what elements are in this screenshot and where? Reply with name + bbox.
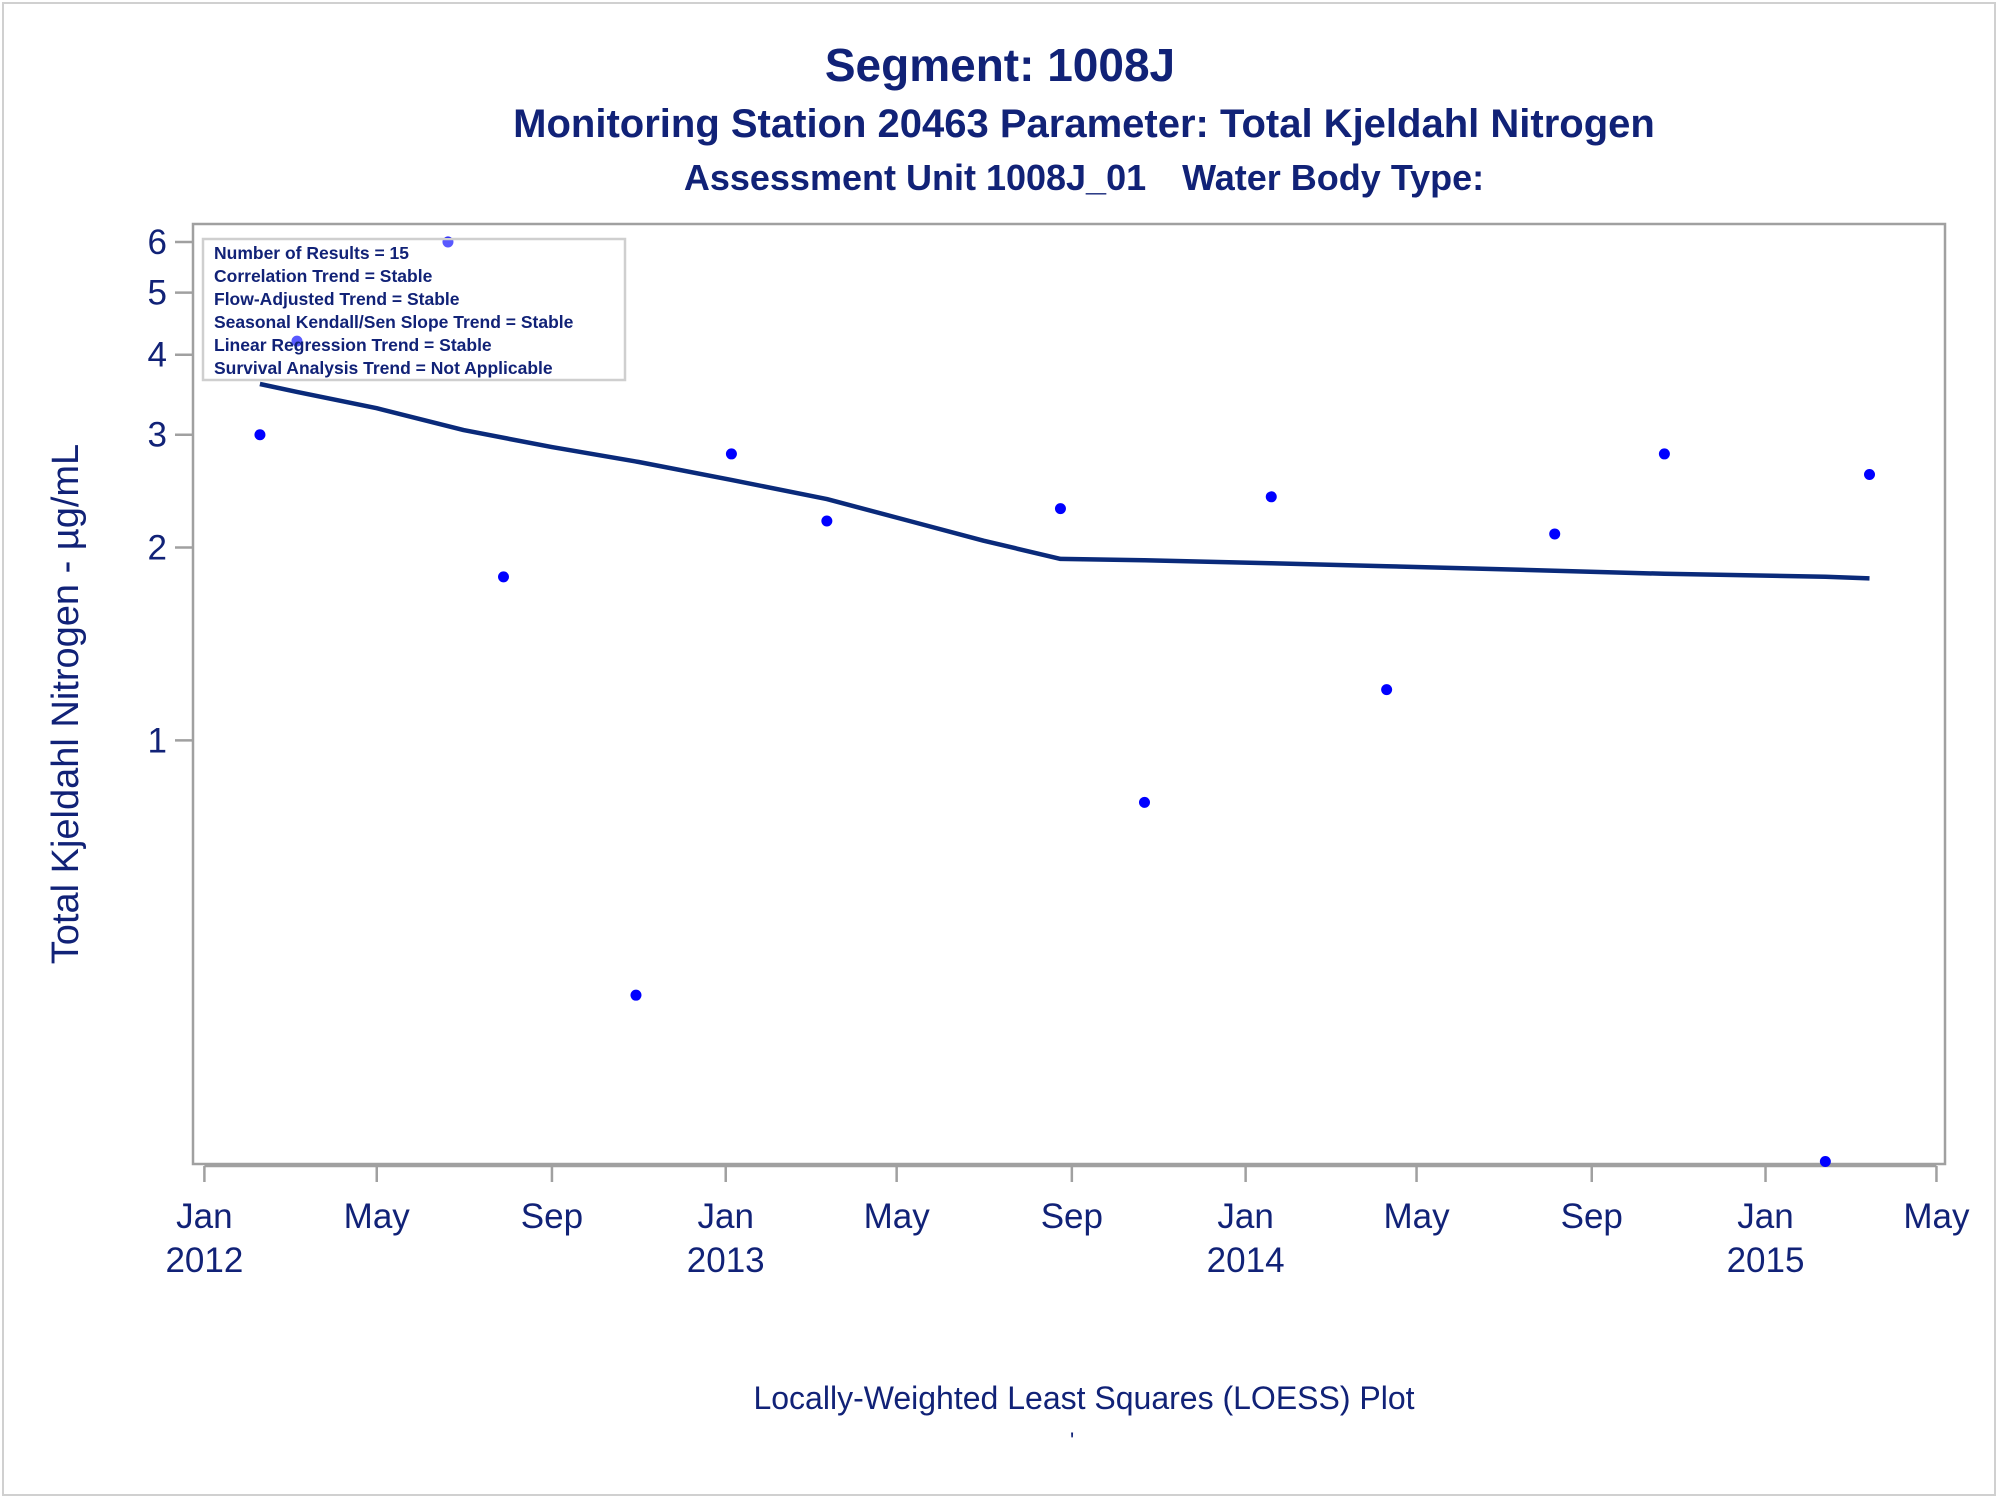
data-point (725, 448, 737, 460)
data-point (1549, 528, 1561, 540)
x-tick-month: May (1383, 1197, 1450, 1236)
plot-area (191, 222, 1947, 1166)
footnote-mark: ' (1070, 1428, 1075, 1453)
x-tick-month: May (1903, 1197, 1970, 1236)
y-tick-label: 4 (148, 336, 167, 375)
legend-line: Seasonal Kendall/Sen Slope Trend = Stabl… (214, 312, 574, 332)
y-tick-label: 5 (148, 274, 167, 313)
x-tick-month: May (344, 1197, 411, 1236)
chart-title: Segment: 1008J (824, 39, 1176, 91)
x-tick-month: Sep (1561, 1197, 1623, 1236)
legend-line: Survival Analysis Trend = Not Applicable (214, 358, 553, 378)
x-tick-month: May (864, 1197, 931, 1236)
y-axis: 1 2 3 4 5 6 (148, 223, 193, 760)
x-tick-year: 2013 (687, 1241, 765, 1280)
x-tick-month: Sep (521, 1197, 583, 1236)
assessment-unit-label: Assessment Unit 1008J_01 (683, 157, 1147, 198)
data-point (291, 335, 303, 347)
data-point (630, 989, 642, 1001)
x-tick-month: Jan (176, 1197, 232, 1236)
x-tick-month: Jan (1217, 1197, 1273, 1236)
x-axis: Jan 2012 May Sep Jan 2013 May Sep Jan 2014 May Sep J… (165, 1164, 1970, 1280)
x-tick-month: Jan (1737, 1197, 1793, 1236)
data-point (1819, 1155, 1831, 1167)
x-tick-year: 2014 (1207, 1241, 1285, 1280)
data-point (498, 571, 510, 583)
data-point (254, 429, 266, 441)
y-axis-title: Total Kjeldahl Nitrogen - µg/mL (45, 444, 87, 964)
x-tick-year: 2012 (165, 1241, 243, 1280)
y-tick-label: 1 (148, 721, 167, 760)
legend-line: Number of Results = 15 (214, 243, 409, 263)
trend-legend: Number of Results = 15 Correlation Trend … (201, 237, 627, 382)
y-tick-label: 6 (148, 223, 167, 262)
data-point (1265, 491, 1277, 503)
data-points (254, 236, 1876, 1167)
data-point (1381, 684, 1393, 696)
y-tick-label: 2 (148, 529, 167, 568)
legend-box (201, 237, 627, 382)
legend-line: Flow-Adjusted Trend = Stable (214, 289, 460, 309)
x-tick-month: Jan (698, 1197, 754, 1236)
plot-footnote: Locally-Weighted Least Squares (LOESS) P… (753, 1380, 1415, 1416)
chart-subtitle-2: Assessment Unit 1008J_01 Water Body Type: (84, 157, 2000, 199)
chart-subtitle: Monitoring Station 20463 Parameter: Tota… (513, 102, 1655, 146)
x-tick-month: Sep (1041, 1197, 1103, 1236)
x-tick-year: 2015 (1727, 1241, 1805, 1280)
legend-line: Linear Regression Trend = Stable (214, 335, 492, 355)
data-point (1138, 796, 1150, 808)
loess-line (259, 381, 1870, 581)
legend-line: Correlation Trend = Stable (214, 266, 433, 286)
water-body-type-label: Water Body Type: (1182, 157, 1485, 198)
y-tick-label: 3 (148, 416, 167, 455)
data-point (1054, 503, 1066, 515)
data-point (1658, 448, 1670, 460)
data-point (821, 515, 833, 527)
data-point (1864, 469, 1876, 481)
